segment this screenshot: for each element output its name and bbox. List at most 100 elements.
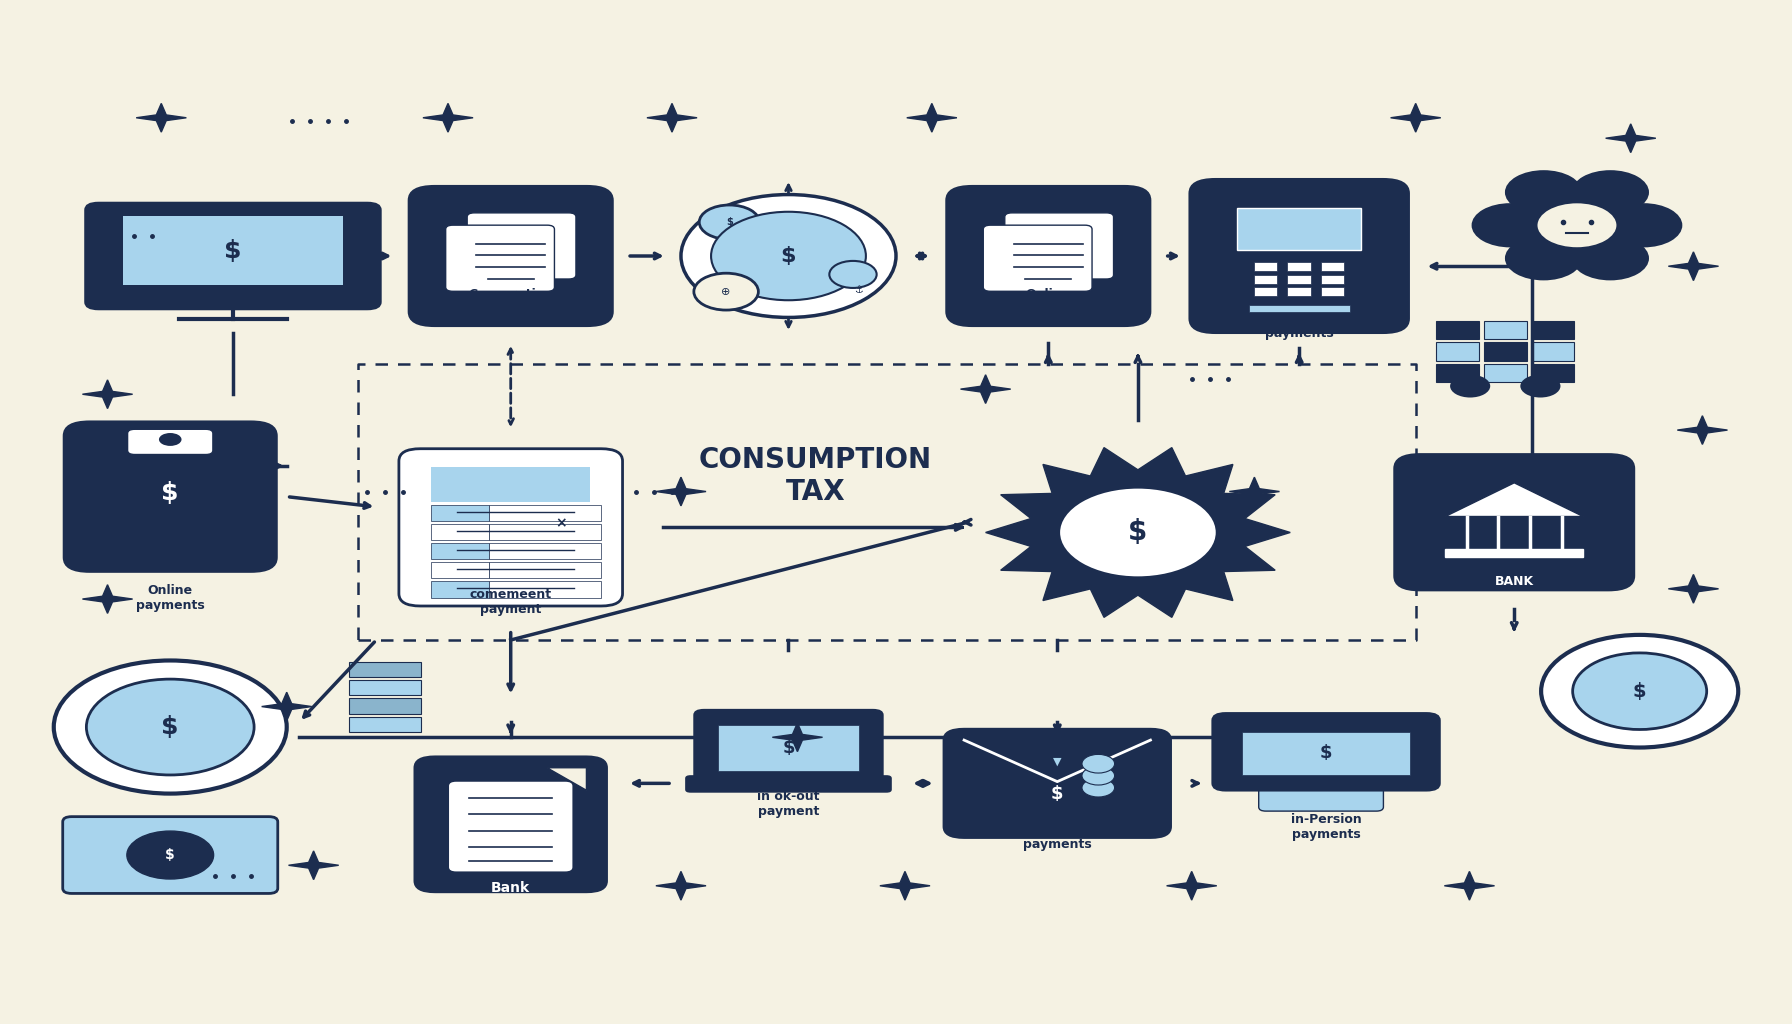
Polygon shape [880, 871, 930, 900]
Bar [349, 698, 421, 714]
FancyBboxPatch shape [685, 775, 892, 793]
Circle shape [1082, 778, 1115, 797]
FancyBboxPatch shape [84, 202, 382, 310]
Circle shape [1606, 203, 1683, 248]
Bar [432, 562, 489, 579]
Text: Online
pormarts: Online pormarts [1016, 289, 1081, 317]
Bar [349, 717, 421, 732]
Bar [432, 544, 489, 559]
Circle shape [86, 679, 254, 775]
Text: $: $ [783, 739, 794, 757]
Circle shape [1471, 203, 1548, 248]
Text: $: $ [224, 240, 242, 263]
Text: Bank: Bank [491, 881, 530, 895]
Text: $: $ [726, 217, 733, 227]
Circle shape [1520, 375, 1561, 397]
FancyBboxPatch shape [1005, 213, 1113, 279]
Circle shape [681, 195, 896, 317]
Bar [1437, 321, 1478, 339]
FancyBboxPatch shape [943, 728, 1172, 839]
Text: $: $ [161, 481, 179, 505]
Circle shape [1082, 766, 1115, 785]
Text: $: $ [1633, 682, 1647, 700]
Bar [1532, 342, 1575, 360]
Circle shape [694, 273, 758, 310]
Text: Online
payments: Online payments [136, 584, 204, 611]
Text: in-pension
payments: in-pension payments [1021, 823, 1093, 851]
Text: $: $ [161, 715, 179, 739]
Polygon shape [1391, 103, 1441, 132]
Circle shape [1572, 237, 1649, 281]
FancyBboxPatch shape [63, 421, 278, 572]
Text: $: $ [165, 848, 176, 862]
Bar [1484, 364, 1527, 382]
FancyBboxPatch shape [946, 185, 1152, 327]
Circle shape [830, 261, 876, 288]
Polygon shape [547, 768, 586, 791]
Bar [1321, 274, 1344, 284]
Circle shape [54, 660, 287, 794]
Circle shape [1082, 755, 1115, 773]
Text: BANK: BANK [1495, 574, 1534, 588]
Circle shape [159, 433, 181, 445]
Polygon shape [82, 380, 133, 409]
Polygon shape [1032, 723, 1082, 752]
Polygon shape [423, 103, 473, 132]
Text: $: $ [1129, 518, 1147, 547]
FancyBboxPatch shape [63, 817, 278, 893]
Polygon shape [289, 851, 339, 880]
Text: ×: × [556, 516, 566, 530]
FancyBboxPatch shape [694, 709, 883, 784]
Polygon shape [1606, 124, 1656, 153]
FancyBboxPatch shape [984, 225, 1091, 291]
Polygon shape [1229, 477, 1279, 506]
Text: ⊕: ⊕ [722, 287, 731, 297]
Polygon shape [986, 447, 1290, 617]
FancyBboxPatch shape [407, 185, 613, 327]
Circle shape [1536, 202, 1618, 249]
Text: contument
payments: contument payments [1262, 312, 1337, 340]
Text: ▼: ▼ [1054, 757, 1061, 767]
Bar [717, 725, 860, 771]
FancyBboxPatch shape [468, 213, 575, 279]
Text: comemeent
payment: comemeent payment [470, 588, 552, 615]
FancyBboxPatch shape [1188, 178, 1410, 334]
Text: in ok-out
payment: in ok-out payment [758, 790, 819, 817]
Text: Consurption
porment: Consurption porment [468, 289, 554, 317]
FancyBboxPatch shape [446, 225, 554, 291]
Circle shape [1541, 635, 1738, 748]
Circle shape [1450, 375, 1491, 397]
FancyBboxPatch shape [400, 449, 622, 606]
FancyBboxPatch shape [1394, 453, 1636, 592]
Bar [1484, 321, 1527, 339]
FancyBboxPatch shape [127, 429, 213, 455]
Ellipse shape [127, 831, 213, 879]
Polygon shape [961, 375, 1011, 403]
Polygon shape [82, 585, 133, 613]
Bar [1254, 274, 1278, 284]
Bar [1321, 288, 1344, 296]
Bar [489, 544, 600, 559]
FancyBboxPatch shape [1258, 775, 1383, 811]
Circle shape [1572, 170, 1649, 214]
Polygon shape [656, 871, 706, 900]
Bar [349, 662, 421, 677]
Bar [1287, 274, 1312, 284]
FancyBboxPatch shape [1211, 712, 1441, 792]
Polygon shape [1446, 550, 1584, 557]
Bar [1254, 262, 1278, 271]
Polygon shape [1668, 252, 1719, 281]
Bar [489, 582, 600, 598]
Circle shape [1573, 653, 1706, 729]
FancyBboxPatch shape [450, 781, 572, 871]
Bar [1236, 208, 1362, 250]
Bar [1249, 305, 1349, 312]
Bar [1532, 321, 1575, 339]
Text: ⚓: ⚓ [855, 285, 862, 295]
Polygon shape [1167, 871, 1217, 900]
Polygon shape [772, 723, 823, 752]
Bar [489, 524, 600, 541]
Polygon shape [1446, 483, 1584, 516]
Circle shape [1505, 170, 1582, 214]
Bar [1242, 732, 1410, 775]
